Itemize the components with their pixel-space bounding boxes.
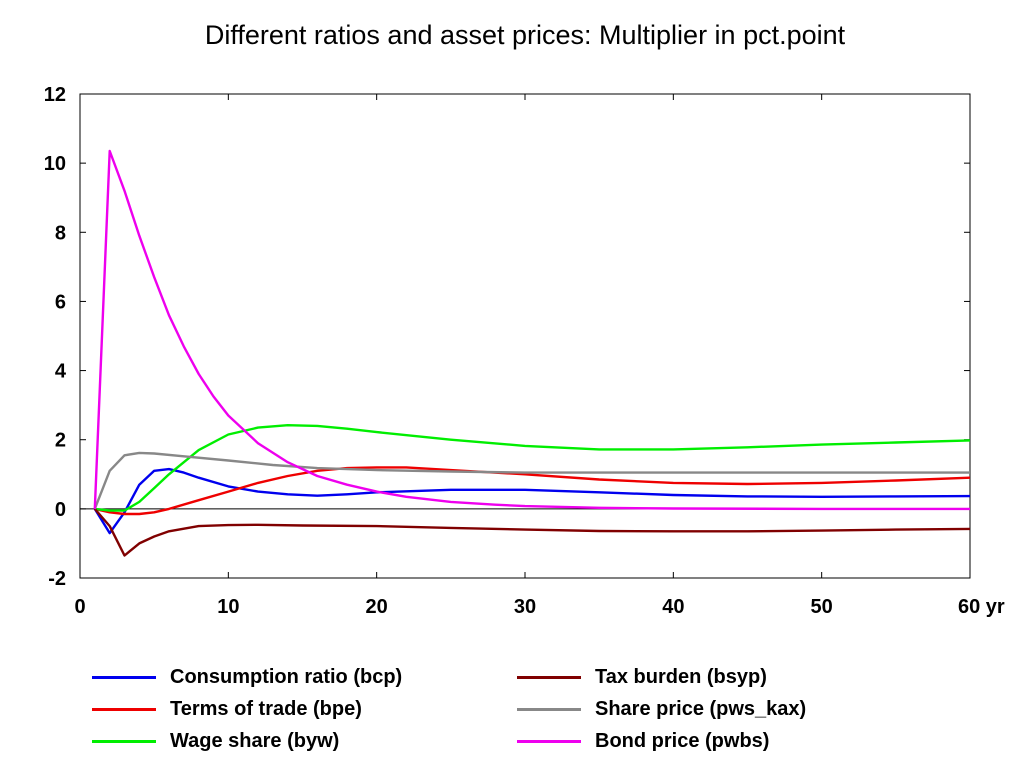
- series-lines: [93, 149, 971, 557]
- x-tick-label: 10: [217, 596, 239, 618]
- series-line-tax-burden-bsyp: [93, 508, 971, 557]
- legend-label-byw: Wage share (byw): [170, 729, 340, 752]
- legend-item-bsyp: Tax burden (bsyp): [517, 662, 767, 692]
- x-tick-label: 30: [514, 596, 536, 618]
- legend-swatch-bcp: [92, 675, 156, 679]
- legend-item-bpe: Terms of trade (bpe): [92, 694, 362, 724]
- x-tick-label: 20: [366, 596, 388, 618]
- y-tick-label: 8: [55, 222, 66, 244]
- legend-swatch-pws-kax: [517, 707, 581, 711]
- legend-item-byw: Wage share (byw): [92, 726, 339, 756]
- legend-swatch-bsyp: [517, 675, 581, 679]
- x-tick-label: 40: [662, 596, 684, 618]
- legend-label-pws-kax: Share price (pws_kax): [595, 697, 807, 720]
- y-tick-label: 2: [55, 430, 66, 452]
- legend-swatch-bpe: [92, 707, 156, 711]
- legend-swatch-byw: [92, 739, 156, 743]
- y-tick-label: -2: [48, 568, 66, 590]
- legend-item-pws-kax: Share price (pws_kax): [517, 694, 806, 724]
- series-line-share-price-pws-kax: [93, 451, 970, 510]
- x-axis: 0 10 20 30 40 50 60 yr: [74, 94, 1005, 618]
- x-tick-label: 60 yr: [958, 596, 1005, 618]
- x-tick-label: 0: [74, 596, 85, 618]
- y-tick-label: 12: [44, 84, 66, 106]
- legend: Consumption ratio (bcp) Terms of trade (…: [0, 660, 1024, 770]
- y-tick-label: 0: [55, 499, 66, 521]
- legend-item-bcp: Consumption ratio (bcp): [92, 662, 402, 692]
- legend-label-pwbs: Bond price (pwbs): [595, 729, 770, 752]
- chart-canvas: -2 0 2 4 6 8 10 12 0 10 20 30 40 50 60 yr: [44, 84, 1005, 618]
- series-line-wage-share-byw: [94, 424, 971, 512]
- x-tick-label: 50: [811, 596, 833, 618]
- legend-label-bsyp: Tax burden (bsyp): [595, 665, 767, 688]
- series-line-consumption-ratio-bcp: [93, 467, 971, 535]
- chart-title: Different ratios and asset prices: Multi…: [204, 20, 846, 50]
- series-line-bond-price-pwbs: [93, 149, 970, 511]
- y-tick-label: 6: [55, 291, 66, 313]
- y-tick-label: 10: [44, 153, 66, 175]
- legend-item-pwbs: Bond price (pwbs): [517, 726, 769, 756]
- legend-label-bcp: Consumption ratio (bcp): [170, 665, 403, 688]
- y-tick-label: 4: [55, 361, 67, 383]
- legend-label-bpe: Terms of trade (bpe): [170, 697, 362, 720]
- y-axis: -2 0 2 4 6 8 10 12: [44, 84, 970, 590]
- legend-swatch-pwbs: [517, 739, 581, 743]
